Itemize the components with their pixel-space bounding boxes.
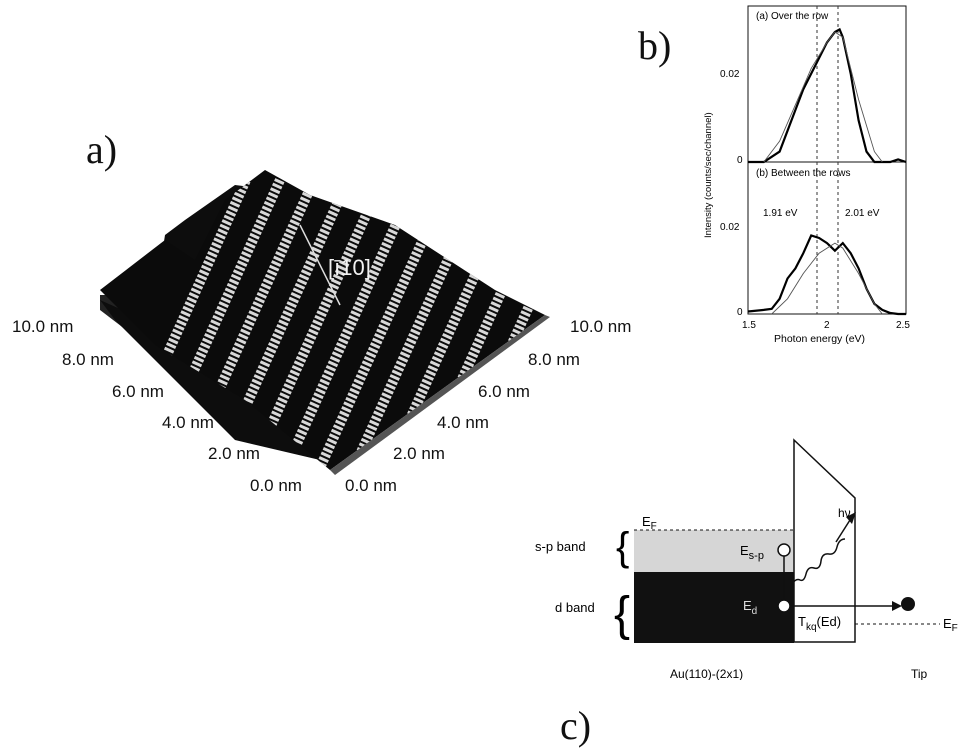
right-tick-label: 0.0 nm xyxy=(345,476,397,495)
hv-label: hν xyxy=(838,506,851,520)
right-tick-label: 10.0 nm xyxy=(570,317,632,336)
d-band-label: d band xyxy=(555,600,595,615)
x-tick-1-5: 1.5 xyxy=(742,320,756,331)
y-tick-bottom-002: 0.02 xyxy=(720,222,740,233)
right-tick-label: 4.0 nm xyxy=(437,413,489,432)
top-spectrum-fit-line xyxy=(763,31,883,163)
sp-band-label: s-p band xyxy=(535,539,586,554)
tip-barrier xyxy=(793,438,856,643)
photon-wave xyxy=(791,538,846,585)
y-tick-top-0: 0 xyxy=(737,155,743,166)
panel-a-letter: a) xyxy=(86,127,118,172)
top-plot-frame xyxy=(747,5,907,163)
energy-diagram: { { s-p band d band EF Es-p Ed hν Tkq(Ed… xyxy=(535,438,958,680)
sp-brace: { xyxy=(616,525,629,569)
left-tick-label: 0.0 nm xyxy=(250,476,302,495)
sample-label: Au(110)-(2x1) xyxy=(670,667,743,680)
stm-right-edge xyxy=(330,315,550,475)
panel-b-letter: b) xyxy=(638,23,672,68)
y-tick-top-002: 0.02 xyxy=(720,69,740,80)
left-tick-label: 8.0 nm xyxy=(62,350,114,369)
marker-label-2: 2.01 eV xyxy=(845,208,880,219)
ef-left-label: EF xyxy=(642,514,657,532)
d-brace: { xyxy=(614,588,630,641)
atomic-row-stripe xyxy=(246,170,396,470)
sp-band-region xyxy=(634,530,794,572)
bottom-spectrum-measured-line xyxy=(747,234,906,316)
tip-label: Tip xyxy=(911,667,928,680)
direction-label: [ī10] xyxy=(328,255,371,280)
marker-label-1: 1.91 eV xyxy=(763,208,798,219)
atomic-row-stripe xyxy=(280,170,430,470)
right-tick-label: 8.0 nm xyxy=(528,350,580,369)
bottom-plot-title: (b) Between the rows xyxy=(756,168,851,179)
spectra-chart: (a) Over the row (b) Between the rows 1.… xyxy=(703,5,910,345)
y-tick-bottom-0: 0 xyxy=(737,307,743,318)
top-spectrum-measured-line xyxy=(748,27,907,164)
stm-stripes xyxy=(100,170,545,470)
left-tick-label: 10.0 nm xyxy=(12,317,74,336)
sp-electron-circle xyxy=(777,543,791,557)
d-hole-circle xyxy=(777,599,791,613)
stm-surface-image: [ī10] xyxy=(100,170,550,475)
photon-arrowhead xyxy=(846,512,856,524)
y-axis-label: Intensity (counts/sec/channel) xyxy=(703,112,714,238)
tunneling-arrowhead xyxy=(892,601,902,611)
photon-arrow xyxy=(835,519,851,543)
tkq-label: Tkq(Ed) xyxy=(798,614,841,633)
x-tick-2-5: 2.5 xyxy=(896,320,910,331)
left-tick-label: 4.0 nm xyxy=(162,413,214,432)
left-tick-label: 2.0 nm xyxy=(208,444,260,463)
bottom-plot-frame xyxy=(747,161,907,315)
ef-right-label: EF xyxy=(943,616,958,634)
d-band-region xyxy=(634,572,794,643)
esp-label: Es-p xyxy=(740,543,764,562)
right-tick-label: 2.0 nm xyxy=(393,444,445,463)
right-tick-label: 6.0 nm xyxy=(478,382,530,401)
top-plot-title: (a) Over the row xyxy=(756,11,829,22)
atomic-row-stripe xyxy=(314,170,464,470)
x-tick-2: 2 xyxy=(824,320,830,331)
bottom-spectrum-fit-line xyxy=(771,242,883,315)
ed-label: Ed xyxy=(743,598,757,617)
atomic-row-stripe xyxy=(348,170,498,470)
x-axis-label: Photon energy (eV) xyxy=(774,333,865,345)
panel-c-letter: c) xyxy=(560,703,592,748)
left-tick-label: 6.0 nm xyxy=(112,382,164,401)
tip-electron xyxy=(901,597,915,611)
direction-line xyxy=(299,224,341,306)
